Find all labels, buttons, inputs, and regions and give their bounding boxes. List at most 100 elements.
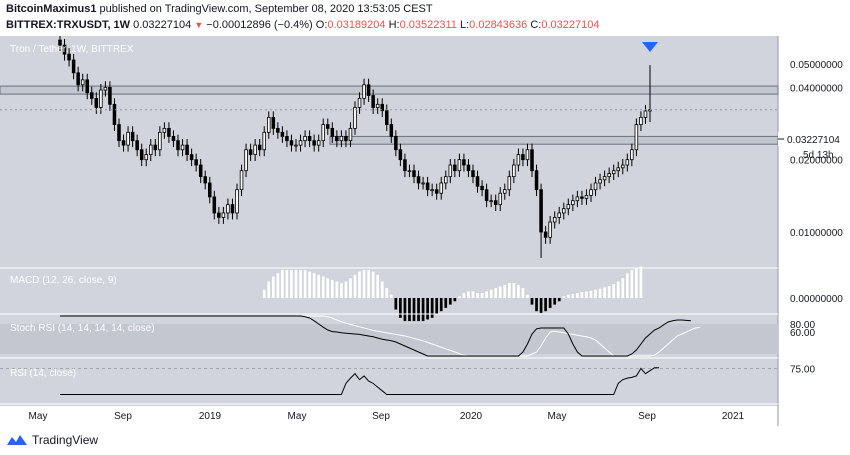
candle-body (407, 170, 412, 173)
candle-body (385, 110, 389, 125)
candle-body (534, 170, 539, 191)
macd-tick-label: 0.00000000 (790, 294, 843, 305)
rsi-pane (0, 367, 778, 396)
macd-pane (262, 266, 643, 322)
open-label: O: (315, 19, 328, 31)
macd-bar (330, 279, 334, 298)
candle-body (71, 59, 76, 74)
macd-bar (489, 289, 493, 298)
price-change: −0.00012896 (−0.4%) (206, 19, 313, 31)
candle-body (285, 136, 289, 142)
time-tick-label: 2020 (460, 411, 483, 422)
high-label: H: (388, 19, 400, 31)
macd-bar (403, 298, 407, 322)
macd-bar (299, 269, 302, 298)
candle-body (507, 176, 512, 191)
candle-body (480, 185, 484, 191)
candle-body (389, 124, 394, 137)
macd-bar (625, 273, 629, 298)
candle-body (562, 208, 566, 214)
chart-header: BitcoinMaximus1 published on TradingView… (0, 0, 850, 36)
candle-body (257, 144, 262, 151)
candle-body (267, 116, 271, 133)
candle-body (149, 144, 153, 155)
macd-bar (321, 276, 325, 298)
candle-body (198, 164, 203, 178)
candle-body (158, 131, 162, 151)
macd-bar (417, 298, 420, 322)
time-tick-label: May (548, 411, 567, 422)
candle-body (375, 103, 380, 108)
macd-bar (585, 291, 588, 298)
macd-bar (312, 273, 316, 298)
macd-bar (421, 298, 425, 322)
candle-body (416, 176, 421, 184)
candle-body (185, 144, 189, 155)
chart-canvas[interactable]: 0.05000000 0.04000000 0.02000000 0.01000000… (0, 36, 850, 426)
tradingview-brand[interactable]: TradingView (32, 433, 99, 447)
candle-body (498, 192, 502, 206)
down-triangle-icon: ▼ (194, 20, 204, 30)
macd-bar (521, 288, 525, 298)
candle-body (643, 110, 648, 118)
macd-bar (630, 269, 634, 298)
candle-body (394, 136, 398, 151)
author-name[interactable]: BitcoinMaximus1 (6, 3, 97, 15)
macd-bar (399, 298, 402, 318)
macd-bar (276, 273, 280, 298)
candle-body (298, 140, 303, 146)
candle-body (58, 39, 62, 46)
candle-body (380, 103, 384, 112)
macd-bar (539, 298, 543, 313)
macd-bar (603, 287, 606, 298)
candle-body (326, 124, 330, 129)
macd-bar (467, 291, 470, 298)
candle-body (135, 140, 139, 151)
candle-body (512, 164, 516, 178)
rsi-tick-label: 75.00 (790, 364, 815, 375)
macd-bar (303, 269, 307, 298)
macd-label: MACD (12, 26, close, 9) (10, 275, 117, 286)
candle-body (403, 159, 407, 172)
price-tick-label: 0.04000000 (790, 83, 843, 94)
published-text: published on TradingView.com, September … (96, 3, 433, 15)
candle-body (62, 44, 67, 55)
macd-bar (598, 288, 602, 298)
candle-body (439, 182, 443, 194)
candle-body (248, 149, 253, 155)
candle-body (307, 136, 312, 142)
candle-body (294, 144, 298, 147)
candle-body (235, 189, 239, 214)
macd-bar (448, 298, 452, 305)
candle-body (357, 97, 362, 108)
candle-body (362, 84, 366, 99)
macd-bar (408, 298, 411, 322)
macd-bar (262, 289, 266, 298)
candle-body (521, 154, 525, 161)
macd-bar (444, 298, 448, 308)
candle-body (85, 79, 89, 94)
candle-body (593, 182, 598, 191)
candle-body (484, 189, 489, 202)
candle-body (176, 140, 180, 151)
candle-body (162, 127, 167, 133)
macd-bar (512, 283, 516, 298)
candle-body (203, 176, 207, 184)
candle-body (280, 131, 285, 137)
candle-body (366, 84, 371, 96)
candle-body (525, 149, 530, 161)
macd-bar (458, 296, 461, 298)
macd-bar (376, 274, 380, 298)
candle-body (289, 140, 294, 146)
rsi-line (60, 367, 660, 396)
macd-bar (367, 269, 370, 298)
macd-bar (535, 298, 538, 312)
macd-bar (589, 290, 593, 298)
candle-body (571, 200, 575, 206)
candle-body (208, 182, 212, 198)
macd-bar (471, 291, 475, 298)
rsi-label: RSI (14, close) (10, 368, 76, 379)
macd-bar (394, 298, 398, 310)
macd-bar (271, 276, 275, 298)
price-tick-label: 0.05000000 (790, 60, 843, 71)
